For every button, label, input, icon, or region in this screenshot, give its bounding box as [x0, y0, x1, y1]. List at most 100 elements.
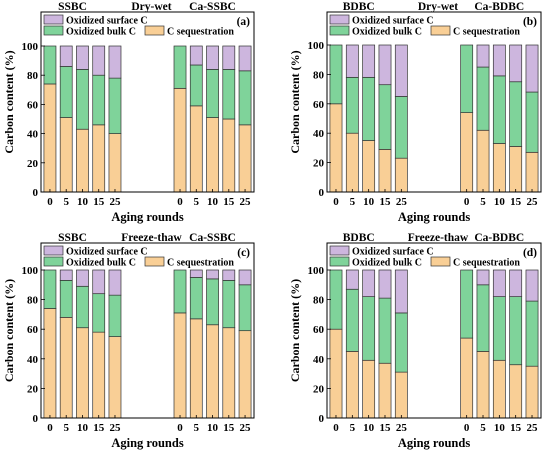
y-axis-title: Carbon content (%) — [288, 279, 302, 382]
x-axis-title: Aging rounds — [398, 436, 471, 450]
x-tick-label: 0 — [464, 196, 470, 208]
bar-bulk-g0-10 — [76, 285, 89, 329]
bar-bulk-g1-0 — [460, 269, 474, 339]
bar-bulk-g0-10 — [362, 76, 376, 141]
panel-label: (b) — [523, 16, 537, 28]
bar-surface-g1-10 — [492, 44, 506, 77]
y-tick-label: 100 — [308, 40, 325, 52]
y-axis-title: Carbon content (%) — [2, 279, 16, 382]
x-tick-label: 0 — [177, 196, 183, 208]
legend-swatch — [43, 14, 64, 25]
legend-swatch — [43, 256, 64, 267]
bar-bulk-g0-25 — [108, 294, 122, 337]
legend-label: Oxidized bulk C — [66, 27, 136, 38]
bar-bulk-g1-0 — [173, 269, 187, 314]
bar-sequestration-g0-15 — [92, 331, 106, 419]
bar-bulk-g0-15 — [92, 293, 106, 333]
bar-sequestration-g1-15 — [509, 146, 523, 193]
legend-label: C sequestration — [453, 258, 520, 269]
bar-sequestration-g1-15 — [509, 364, 523, 419]
bar-sequestration-g0-15 — [92, 124, 106, 193]
bar-sequestration-g1-5 — [476, 129, 490, 193]
bar-surface-g1-10 — [492, 269, 506, 297]
bar-surface-g0-25 — [394, 269, 408, 314]
bar-sequestration-g0-25 — [394, 371, 408, 419]
bar-sequestration-g0-10 — [362, 359, 376, 419]
bar-surface-g1-10 — [206, 45, 219, 70]
bar-bulk-g1-5 — [189, 64, 203, 107]
bar-surface-g0-5 — [345, 44, 359, 78]
x-tick-label: 10 — [77, 422, 89, 434]
group-label: SSBC — [58, 232, 87, 244]
bar-surface-g0-5 — [59, 269, 73, 281]
y-tick-label: 40 — [27, 129, 39, 141]
y-tick-label: 60 — [27, 99, 39, 111]
bar-bulk-g1-15 — [222, 69, 236, 120]
y-tick-label: 20 — [313, 158, 325, 170]
legend-swatch — [43, 25, 64, 36]
bar-bulk-g1-10 — [206, 278, 219, 326]
x-tick-label: 0 — [333, 422, 339, 434]
panel-label: (c) — [237, 247, 250, 259]
bar-surface-g1-15 — [509, 269, 523, 297]
bar-surface-g1-25 — [238, 45, 252, 72]
bar-surface-g0-15 — [92, 45, 106, 76]
x-tick-label: 5 — [350, 196, 356, 208]
y-tick-label: 100 — [308, 265, 325, 277]
bar-surface-g0-25 — [394, 44, 408, 97]
bar-sequestration-g1-10 — [492, 359, 506, 419]
x-tick-label: 10 — [494, 422, 506, 434]
y-tick-label: 0 — [33, 187, 39, 199]
x-tick-label: 5 — [194, 422, 200, 434]
y-axis-title: Carbon content (%) — [2, 50, 16, 153]
x-tick-label: 5 — [63, 422, 69, 434]
group-label: Dry-wet — [131, 1, 171, 13]
bar-surface-g1-5 — [189, 45, 203, 66]
x-tick-label: 10 — [207, 196, 219, 208]
bar-surface-g1-25 — [525, 269, 539, 302]
y-tick-label: 60 — [313, 99, 325, 111]
bar-bulk-g1-15 — [222, 280, 236, 329]
bar-bulk-g0-10 — [362, 296, 376, 361]
bar-sequestration-g1-25 — [238, 124, 252, 193]
bar-sequestration-g0-15 — [378, 149, 392, 193]
x-tick-label: 15 — [223, 422, 235, 434]
x-tick-label: 15 — [510, 422, 522, 434]
bar-bulk-g0-5 — [59, 280, 73, 318]
legend-label: Oxidized surface C — [352, 16, 434, 27]
bar-surface-g0-5 — [345, 269, 359, 290]
x-tick-label: 15 — [223, 196, 235, 208]
x-tick-label: 5 — [480, 422, 486, 434]
bar-bulk-g0-25 — [394, 96, 408, 159]
y-tick-label: 80 — [313, 295, 325, 307]
plot-frame — [40, 242, 255, 419]
y-tick-label: 40 — [313, 128, 325, 140]
plot-frame — [326, 242, 542, 419]
legend-swatch — [329, 25, 350, 36]
x-axis-title: Aging rounds — [398, 210, 471, 224]
bar-sequestration-g1-0 — [460, 112, 474, 193]
y-tick-label: 20 — [27, 158, 39, 170]
bar-sequestration-g0-10 — [362, 140, 376, 193]
y-tick-label: 80 — [313, 69, 325, 81]
y-tick-label: 40 — [313, 354, 325, 366]
bar-sequestration-g0-0 — [43, 308, 57, 419]
group-label: Freeze-thaw — [121, 232, 182, 244]
plot-frame — [326, 11, 542, 193]
bar-sequestration-g0-5 — [59, 117, 73, 193]
legend-label: C sequestration — [167, 258, 234, 269]
bar-bulk-g1-0 — [173, 45, 187, 89]
bar-bulk-g0-0 — [43, 269, 57, 309]
group-label: Ca-BDBC — [474, 232, 524, 244]
legend-swatch — [329, 245, 350, 256]
legend-label: C sequestration — [453, 27, 520, 38]
bar-bulk-g0-15 — [92, 74, 106, 126]
group-label: Dry-wet — [418, 1, 458, 13]
group-label: BDBC — [343, 1, 375, 13]
bar-surface-g1-10 — [206, 269, 219, 280]
bar-sequestration-g1-0 — [173, 312, 187, 419]
bar-sequestration-g0-25 — [108, 336, 122, 419]
